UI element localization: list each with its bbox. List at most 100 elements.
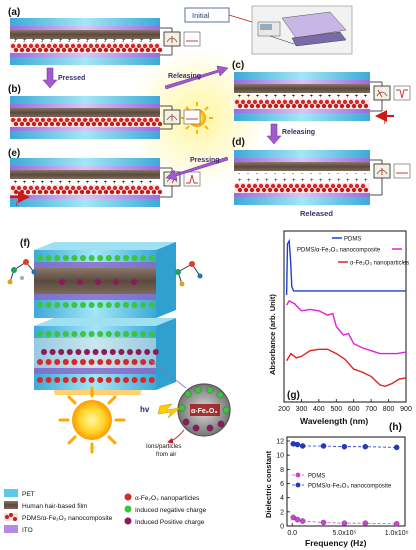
fe-particle-low [37, 377, 43, 383]
svg-text:-: - [149, 39, 151, 45]
legend-neg: Induced negative charge [135, 507, 207, 514]
svg-text:-: - [23, 39, 25, 45]
svg-text:-: - [32, 179, 34, 185]
neg-charge-mid [148, 302, 155, 308]
svg-text:-: - [149, 117, 151, 123]
chart-h-point [294, 516, 301, 523]
fe-particle [105, 359, 112, 365]
svg-text:-: - [131, 117, 133, 123]
fe-particle [80, 359, 86, 365]
pos-charge-hair [95, 279, 101, 285]
pos-charge [144, 349, 151, 355]
chart-g-xtick-label: 400 [313, 406, 325, 413]
svg-text:-: - [364, 171, 366, 177]
fe-particle [140, 359, 147, 365]
neg-charge-mid [123, 302, 129, 308]
neg-charge-mid [88, 302, 95, 308]
stack-d: -+-+-+-+-+-+-+-+-+-+-+-+-+-+-+ [234, 150, 411, 205]
fe-particle-low [62, 377, 69, 383]
chart-h-ytick-label: 8 [280, 467, 284, 474]
absorbance-chart: (g) Wavelength (nm) Absorbance (arb. Uni… [268, 230, 412, 426]
svg-text:-: - [122, 117, 124, 123]
svg-text:-: - [68, 39, 70, 45]
sun-icon-bottom [58, 386, 126, 454]
pos-charge-hair [77, 279, 83, 285]
svg-text:-: - [247, 171, 249, 177]
fe-particle [114, 359, 121, 365]
ion-arrow [167, 429, 185, 444]
hv-label: hv [140, 405, 150, 414]
pos-charge [49, 349, 56, 355]
chart-h-point [362, 443, 369, 450]
chart-h-point [299, 518, 306, 524]
chart-g-xtick-label: 800 [383, 406, 395, 413]
svg-text:+: + [41, 38, 45, 44]
neg-charge-mid [97, 302, 104, 308]
svg-text:-: - [238, 171, 240, 177]
neg-charge-top [71, 255, 78, 261]
svg-text:-: - [23, 179, 25, 185]
pos-charge [58, 349, 65, 355]
svg-text:-: - [337, 171, 339, 177]
fe-particle [37, 359, 43, 365]
svg-text:-: - [113, 179, 115, 185]
svg-text:+: + [265, 94, 269, 100]
neg-charge-low [37, 331, 43, 337]
panel-label-b: (b) [8, 84, 21, 95]
svg-text:+: + [337, 178, 341, 184]
fe-particle [71, 359, 78, 365]
pos-charge [118, 349, 125, 355]
pos-charge [66, 349, 73, 355]
chart-h-legend-marker [295, 472, 301, 478]
svg-text:-: - [95, 117, 97, 123]
fe-particle-low [148, 377, 155, 383]
svg-text:-: - [50, 117, 52, 123]
fe-particle-low [123, 377, 129, 383]
svg-text:-: - [41, 117, 43, 123]
svg-text:-: - [113, 117, 115, 123]
svg-text:-: - [355, 171, 357, 177]
neg-charge-low [114, 331, 121, 337]
svg-text:-: - [86, 179, 88, 185]
svg-text:-: - [41, 179, 43, 185]
svg-text:+: + [95, 38, 99, 44]
svg-text:+: + [68, 38, 72, 44]
chart-g-legend-label: α-Fe₂O₃ nanoparticles [350, 261, 409, 267]
current-label-e: i [16, 202, 18, 208]
svg-text:-: - [59, 179, 61, 185]
pos-charge [127, 349, 133, 355]
svg-text:-: - [149, 179, 151, 185]
svg-text:+: + [274, 178, 278, 184]
chart-g-series-0 [285, 238, 406, 296]
neg-charge-low [45, 331, 52, 337]
svg-text:+: + [140, 180, 144, 186]
svg-text:+: + [77, 38, 81, 44]
svg-text:+: + [328, 94, 332, 100]
svg-text:-: - [301, 171, 303, 177]
svg-text:+: + [355, 178, 359, 184]
svg-text:+: + [50, 38, 54, 44]
setup-photo-content [257, 11, 347, 47]
panel-label-d: (d) [232, 137, 245, 148]
fe-particle-low [131, 377, 138, 383]
pos-charge [135, 349, 142, 355]
chart-h-point [393, 444, 400, 451]
chart-h-point [341, 520, 348, 526]
stack-c: -+ -+ -+ -+ -+ -+ -+ -+ -+ -+ -+ -+ -+ -+ -+ [234, 72, 411, 121]
chart-h-legend-marker [295, 482, 301, 488]
svg-text:+: + [113, 180, 117, 186]
legend-fe: α-Fe₂O₃ nanoparticles [135, 495, 200, 502]
svg-text:-: - [68, 179, 70, 185]
neg-charge-top [54, 255, 61, 261]
fe-particle-low [54, 377, 61, 383]
svg-text:+: + [41, 180, 45, 186]
neg-charge-top [123, 255, 129, 261]
pos-charge-hair [59, 279, 65, 285]
neg-charge-mid [114, 302, 121, 308]
fe-particle [123, 359, 129, 365]
chart-h-point [320, 519, 327, 526]
svg-text:-: - [59, 39, 61, 45]
fe-particle-low [97, 377, 104, 383]
svg-text:+: + [149, 38, 153, 44]
chart-g-legend-label: PDMS/α-Fe₂O₃ nanocomposite [297, 248, 381, 254]
